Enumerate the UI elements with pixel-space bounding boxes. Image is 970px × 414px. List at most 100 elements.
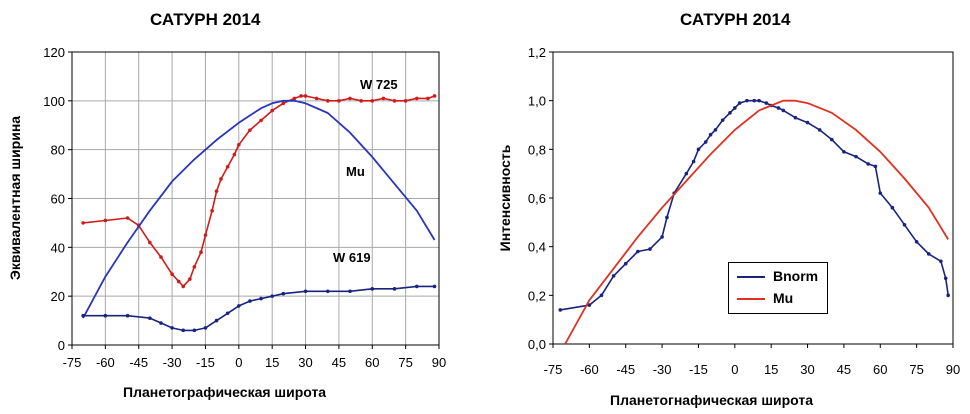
y-tick-label: 60	[51, 192, 65, 207]
x-tick-label: 75	[909, 362, 923, 377]
chart-left: 0 20 40 60 80 100 120 -75 -60 -45 -30 -15 0 15 30 45 60 7…	[7, 10, 446, 400]
data-point-w619	[370, 287, 375, 291]
legend-swatch-bnorm	[737, 276, 765, 278]
data-point-w725	[192, 265, 197, 269]
y-tick-label: 0,4	[528, 240, 546, 255]
y-tick-label: 0	[58, 338, 65, 353]
chart-right-legend: Bnorm Mu	[728, 262, 828, 314]
data-point-w619	[270, 294, 274, 298]
chart-right: 0,0 0,2 0,4 0,6 0,8 1,0 1,2 -75 -60 -45 -30 -15 0 15 3…	[485, 0, 970, 414]
x-tick-label: -75	[63, 355, 82, 370]
series-label-w619: W 619	[333, 250, 371, 265]
data-point-w619	[125, 313, 130, 318]
data-point-w619	[148, 316, 152, 320]
x-tick-label: -30	[163, 355, 182, 370]
data-point-w725	[181, 284, 186, 289]
data-point-w725	[337, 99, 341, 103]
data-point-bnorm	[854, 154, 858, 159]
x-tick-label: -60	[580, 362, 599, 377]
x-tick-label: 15	[764, 362, 778, 377]
data-point-bnorm	[776, 106, 781, 110]
data-point-bnorm	[665, 215, 669, 220]
y-tick-label: 0,0	[528, 337, 546, 352]
chart-right-ylabel: Интенсивность	[497, 144, 513, 252]
x-tick-label: 15	[265, 355, 279, 370]
data-point-w725	[148, 240, 152, 245]
data-point-w725	[299, 94, 303, 98]
chart-left-plot: 0 20 40 60 80 100 120 -75 -60 -45 -30 -15 0 15 30 45 60 7…	[43, 45, 446, 370]
y-tick-label: 80	[51, 143, 65, 158]
data-point-bnorm	[691, 159, 696, 164]
y-tick-label: 0,8	[528, 142, 546, 157]
data-point-w619	[170, 326, 174, 330]
data-point-bnorm	[878, 191, 883, 195]
data-point-w619	[192, 328, 197, 333]
data-point-w725	[292, 96, 297, 101]
data-point-w725	[314, 96, 319, 101]
data-point-w725	[210, 208, 214, 213]
data-point-bnorm	[684, 171, 689, 176]
series-line-mu	[82, 99, 436, 319]
data-point-bnorm	[745, 98, 749, 103]
data-point-w619	[225, 311, 230, 316]
data-point-bnorm	[817, 128, 822, 132]
data-point-w619	[248, 299, 252, 303]
y-tick-label: 120	[43, 45, 65, 60]
data-point-w725	[359, 99, 363, 103]
x-tick-label: 60	[365, 355, 379, 370]
series-line-w619	[83, 285, 435, 332]
chart-left-ylabel: Эквивалентная ширина	[7, 115, 23, 281]
chart-right-xlabel: Планетогнафическая широта	[610, 392, 813, 408]
chart-right-plot: 0,0 0,2 0,4 0,6 0,8 1,0 1,2 -75 -60 -45 -30 -15 0 15 3…	[528, 45, 960, 377]
data-point-bnorm	[733, 106, 737, 110]
data-point-w725	[81, 221, 85, 225]
data-point-w725	[237, 142, 241, 147]
data-point-w725	[370, 99, 375, 103]
y-tick-label: 0,2	[528, 288, 546, 303]
data-point-bnorm	[636, 249, 640, 254]
data-point-w725	[225, 164, 230, 169]
data-point-w619	[325, 289, 330, 294]
data-point-w725	[159, 255, 163, 259]
data-point-bnorm	[890, 205, 895, 210]
data-point-bnorm	[599, 293, 604, 298]
data-point-bnorm	[611, 274, 616, 278]
data-point-w725	[170, 272, 174, 276]
data-point-bnorm	[764, 101, 769, 105]
x-tick-label: -60	[96, 355, 115, 370]
data-point-bnorm	[696, 147, 701, 152]
y-tick-label: 0,6	[528, 191, 546, 206]
y-tick-label: 1,2	[528, 45, 546, 60]
x-tick-label: 0	[731, 362, 738, 377]
x-tick-label: 30	[800, 362, 814, 377]
data-point-w725	[270, 108, 274, 113]
legend-entry-mu: Mu	[729, 289, 827, 309]
legend-label-bnorm: Bnorm	[773, 268, 819, 284]
data-point-bnorm	[793, 115, 798, 120]
x-tick-label: 30	[298, 355, 312, 370]
x-tick-label: 90	[432, 355, 446, 370]
data-point-w725	[381, 96, 386, 101]
legend-entry-bnorm: Bnorm	[729, 267, 827, 287]
legend-label-mu: Mu	[773, 290, 794, 306]
data-point-w725	[176, 279, 181, 284]
data-point-w725	[414, 96, 419, 101]
chart-right-title: САТУРН 2014	[680, 10, 791, 29]
data-point-bnorm	[728, 111, 732, 115]
data-point-bnorm	[926, 252, 931, 256]
data-point-w725	[259, 118, 263, 123]
data-point-bnorm	[781, 108, 786, 113]
x-tick-label: 90	[946, 362, 960, 377]
legend-swatch-mu	[737, 298, 765, 300]
data-point-w725	[219, 177, 223, 181]
data-point-bnorm	[713, 128, 718, 132]
x-tick-label: 45	[332, 355, 346, 370]
data-point-bnorm	[708, 132, 713, 137]
y-tick-label: 100	[43, 94, 65, 109]
data-point-w725	[214, 189, 219, 193]
data-point-w619	[181, 328, 186, 333]
data-point-bnorm	[623, 261, 628, 266]
data-point-w725	[348, 96, 352, 101]
x-tick-label: -15	[196, 355, 215, 370]
data-point-bnorm	[914, 240, 919, 244]
